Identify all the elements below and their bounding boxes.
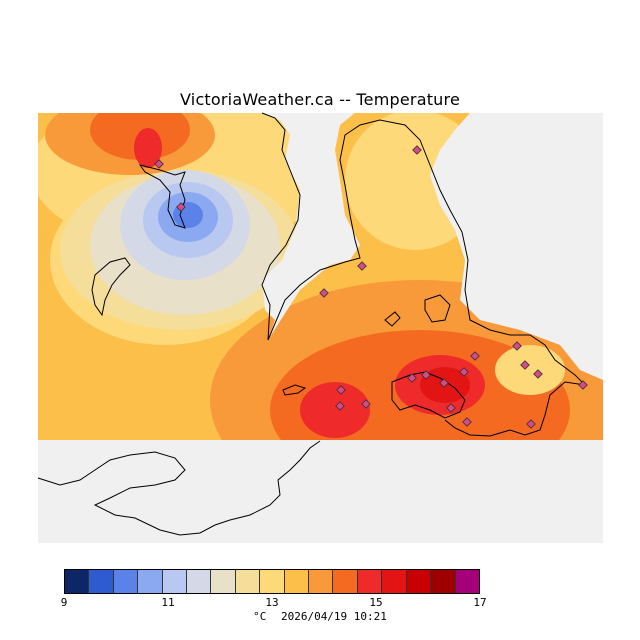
station-marker [154, 159, 164, 169]
station-marker [407, 373, 417, 383]
station-marker [533, 369, 543, 379]
station-marker [412, 145, 422, 155]
scale-swatch [89, 570, 114, 593]
water-areas [38, 113, 603, 543]
scale-swatch [211, 570, 236, 593]
scale-tick-label: 11 [161, 596, 175, 609]
station-marker [336, 385, 346, 395]
map-footer: °C 2026/04/19 10:21 [0, 610, 640, 623]
station-marker [319, 288, 329, 298]
station-marker [578, 380, 588, 390]
station-marker [439, 378, 449, 388]
station-marker [335, 401, 345, 411]
scale-swatch [260, 570, 285, 593]
scale-swatch [406, 570, 432, 593]
station-marker [512, 341, 522, 351]
scale-swatch [65, 570, 90, 593]
scale-swatch [162, 570, 188, 593]
station-markers [154, 145, 588, 429]
scale-swatch [138, 570, 163, 593]
station-marker [470, 351, 480, 361]
temperature-field [38, 113, 603, 441]
scale-swatch [333, 570, 358, 593]
temperature-color-scale [64, 569, 480, 594]
station-marker [446, 403, 456, 413]
scale-tick-label: 13 [265, 596, 279, 609]
station-marker [357, 261, 367, 271]
scale-tick-label: 17 [473, 596, 487, 609]
map-panel [37, 112, 603, 543]
scale-swatch [357, 570, 383, 593]
station-marker [462, 417, 472, 427]
unit-label: °C [253, 610, 267, 623]
station-marker [459, 367, 469, 377]
station-marker [361, 399, 371, 409]
scale-swatch [455, 570, 479, 593]
scale-swatch [382, 570, 407, 593]
station-marker [520, 360, 530, 370]
scale-swatch [309, 570, 334, 593]
map-title: VictoriaWeather.ca -- Temperature [180, 90, 460, 109]
scale-swatch [431, 570, 456, 593]
scale-swatch [235, 570, 261, 593]
station-marker [421, 370, 431, 380]
scale-tick-label: 9 [60, 596, 68, 609]
station-marker [526, 419, 536, 429]
coastlines [37, 112, 586, 536]
timestamp-label: 2026/04/19 10:21 [280, 610, 387, 623]
scale-swatch [187, 570, 212, 593]
scale-swatch [284, 570, 310, 593]
scale-tick-label: 15 [369, 596, 383, 609]
station-marker [176, 202, 186, 212]
scale-swatch [113, 570, 139, 593]
